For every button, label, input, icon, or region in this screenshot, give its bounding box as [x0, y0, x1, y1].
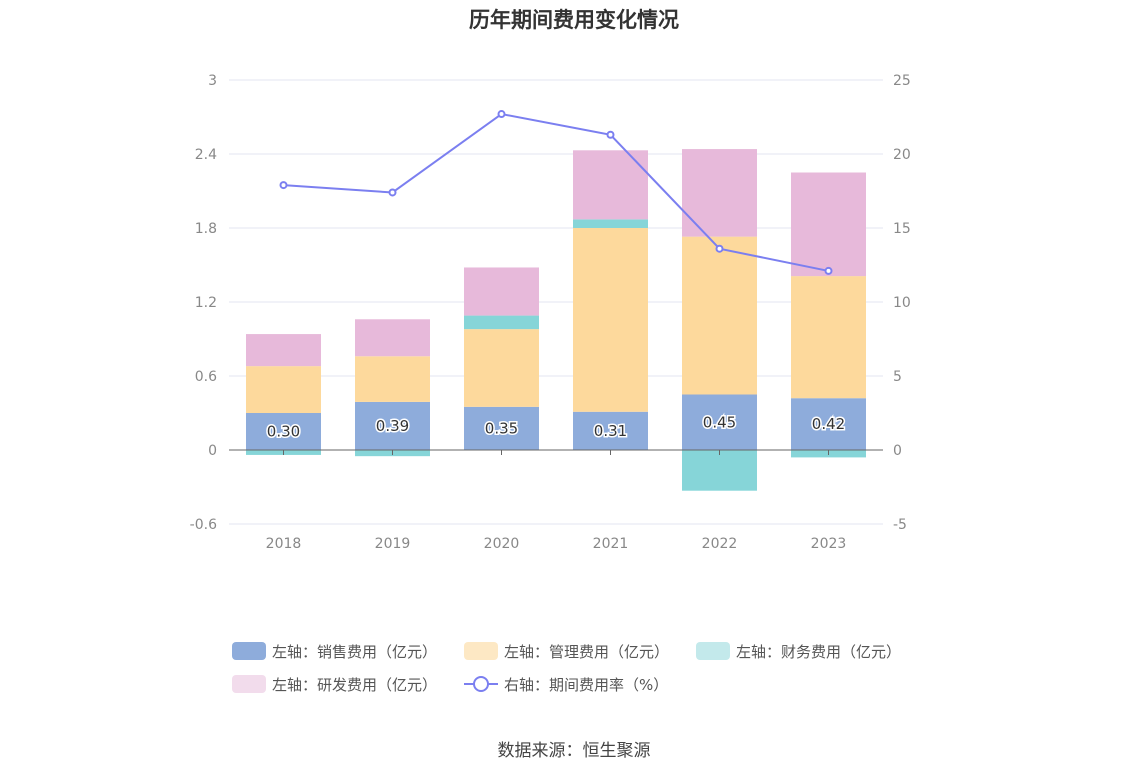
- y-right-tick-label: 20: [893, 147, 911, 163]
- bar-data-label: 0.35: [485, 419, 518, 437]
- line-expense-ratio: [283, 112, 829, 272]
- bar-finance: [464, 315, 539, 330]
- bar-data-label: 0.31: [594, 422, 627, 440]
- data-source: 数据来源：恒生聚源: [497, 741, 651, 761]
- y-right-tick-label: -5: [893, 517, 907, 533]
- line-point: [279, 181, 288, 190]
- bar-data-label: 0.45: [703, 413, 736, 431]
- legend-label-admin: 左轴：管理费用（亿元）: [504, 642, 670, 661]
- bar-admin: [246, 366, 321, 413]
- legend-label-sales: 左轴：销售费用（亿元）: [272, 642, 438, 661]
- bar-rnd: [573, 150, 648, 220]
- legend-item-finance[interactable]: 左轴：财务费用（亿元）: [696, 638, 901, 664]
- bar-admin: [355, 356, 430, 402]
- bar-admin: [791, 276, 866, 399]
- y-left-tick-label: 1.8: [195, 221, 217, 237]
- bar-rnd: [246, 334, 321, 367]
- chart-title: 历年期间费用变化情况: [469, 8, 679, 32]
- chart-canvas: 3 2.4 1.8 1.2 0.6 0 -0.6 25 20 15 10 5 0 -5 0.30 2018 0.…: [190, 73, 911, 552]
- bar-rnd: [682, 149, 757, 237]
- legend-label-rnd: 左轴：研发费用（亿元）: [272, 675, 438, 694]
- y-right-tick-label: 0: [893, 443, 902, 459]
- bar-finance: [573, 219, 648, 228]
- bar-sales: [791, 398, 866, 450]
- x-tick-label: 2021: [593, 536, 629, 552]
- bar-sales: [464, 406, 539, 450]
- bar-admin: [464, 329, 539, 407]
- bar-data-label: 0.39: [376, 417, 409, 435]
- line-point: [715, 244, 724, 253]
- bar-finance: [682, 450, 757, 491]
- y-left-tick-label: 3: [208, 73, 217, 89]
- bar-data-label: 0.30: [267, 423, 300, 441]
- legend-item-sales[interactable]: 左轴：销售费用（亿元）: [232, 638, 437, 664]
- x-tick-label: 2022: [702, 536, 738, 552]
- bar-admin: [573, 228, 648, 412]
- bar-data-label: 0.42: [812, 415, 845, 433]
- line-point: [606, 130, 615, 139]
- y-right-tick-label: 5: [893, 369, 902, 385]
- x-tick-label: 2018: [266, 536, 302, 552]
- line-point: [497, 110, 506, 119]
- x-tick-label: 2023: [811, 536, 847, 552]
- legend-line-icon: [464, 675, 498, 693]
- bar-admin: [682, 236, 757, 395]
- legend-swatch-rnd: [232, 675, 266, 693]
- y-left-tick-label: 2.4: [195, 147, 217, 163]
- x-tick-label: 2020: [484, 536, 520, 552]
- legend-item-admin[interactable]: 左轴：管理费用（亿元）: [464, 638, 669, 664]
- line-point: [824, 266, 833, 275]
- bar-rnd: [791, 172, 866, 277]
- y-right-tick-label: 10: [893, 295, 911, 311]
- bar-sales: [573, 411, 648, 450]
- legend-swatch-admin: [464, 642, 498, 660]
- bar-sales: [246, 413, 321, 450]
- bar-rnd: [355, 319, 430, 357]
- y-left-tick-label: -0.6: [190, 517, 217, 533]
- legend-item-rnd[interactable]: 左轴：研发费用（亿元）: [232, 671, 437, 697]
- y-left-tick-label: 0.6: [195, 369, 217, 385]
- y-left-tick-label: 1.2: [195, 295, 217, 311]
- legend-label-finance: 左轴：财务费用（亿元）: [736, 642, 902, 661]
- legend-swatch-finance: [696, 642, 730, 660]
- y-right-tick-label: 25: [893, 73, 911, 89]
- x-tick-label: 2019: [375, 536, 411, 552]
- y-right-tick-label: 15: [893, 221, 911, 237]
- bar-sales: [682, 394, 757, 450]
- legend-item-expense-ratio[interactable]: 右轴：期间费用率（%）: [464, 671, 668, 697]
- legend-label-expense-ratio: 右轴：期间费用率（%）: [504, 675, 669, 694]
- bar-sales: [355, 401, 430, 450]
- line-point: [388, 188, 397, 197]
- legend-swatch-sales: [232, 642, 266, 660]
- y-left-tick-label: 0: [208, 443, 217, 459]
- bar-rnd: [464, 267, 539, 316]
